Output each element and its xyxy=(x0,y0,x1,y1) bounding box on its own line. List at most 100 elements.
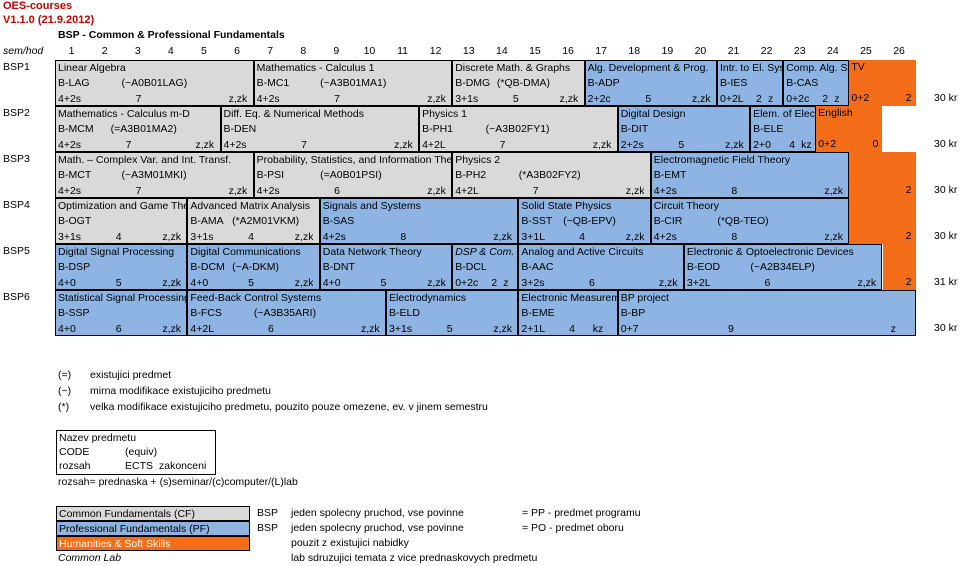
course-cell: Probability, Statistics, and Information… xyxy=(253,152,453,198)
semester-credits: 30 kr xyxy=(934,137,958,150)
legend-swatch: Humanities & Soft Skills xyxy=(56,536,250,551)
course-code: B-DCL xyxy=(455,261,487,274)
course-hours: 4+0 xyxy=(58,322,76,335)
course-equiv: (~A3B35ARI) xyxy=(253,307,317,320)
course-hours: 4+2s xyxy=(322,230,346,243)
column-header: 10 xyxy=(363,45,376,57)
course-code: B-ELD xyxy=(389,307,420,320)
semester-credits: 30 kr xyxy=(934,183,958,196)
legend-tag: BSP xyxy=(257,522,279,534)
course-ects: 4 xyxy=(115,230,122,243)
course-finish: z,zk xyxy=(493,322,513,335)
course-name: Elem. of Electronics xyxy=(753,108,817,120)
course-code: B-PH2 xyxy=(455,169,487,182)
course-name: Intr. to El. Systems xyxy=(720,62,784,74)
course-hours: 4+2s xyxy=(58,184,82,197)
course-cell: English 0+2 0 xyxy=(816,106,883,152)
course-name: Linear Algebra xyxy=(58,62,126,74)
legend-note: = PO - predmet oboru xyxy=(522,522,624,534)
course-equiv: (~A2B34ELP) xyxy=(750,261,815,274)
course-finish: z,zk xyxy=(857,276,877,289)
course-ects: 8 xyxy=(731,184,738,197)
course-name: Statistical Signal Processing xyxy=(58,292,188,304)
course-code: B-ADP xyxy=(587,77,620,90)
semester-credits: 30 kr xyxy=(934,91,958,104)
course-hours: 0+2L xyxy=(720,92,744,105)
course-name: Circuit Theory xyxy=(653,200,719,212)
course-code: B-EME xyxy=(521,307,555,320)
legend-swatch: Common Fundamentals (CF) xyxy=(56,506,250,521)
course-finish: z,zk xyxy=(427,276,446,289)
course-cell: Alg. Development & Prog. B-ADP 2+2c 5 z,zk xyxy=(584,60,717,106)
legend-label: Professional Fundamentals (PF) xyxy=(59,523,210,535)
course-finish: z,zk xyxy=(162,322,182,335)
column-header: 26 xyxy=(893,45,905,57)
legend-desc: jeden spolecny pruchod, vse povinne xyxy=(291,522,464,534)
course-finish: z,zk xyxy=(824,230,844,243)
course-ects: 7 xyxy=(532,184,539,197)
course-ects: 6 xyxy=(267,322,274,335)
course-code: B-AMA xyxy=(190,215,224,228)
course-cell: 2 xyxy=(849,198,916,244)
course-name: Math. – Complex Var. and Int. Transf. xyxy=(58,154,232,166)
course-ects: 5 xyxy=(380,276,387,289)
column-header: 5 xyxy=(201,45,207,57)
course-code: B-AAC xyxy=(521,261,554,274)
course-cell: Physics 1 B-PH1 (~A3B02FY1) 4+2L 7 z,zk xyxy=(419,106,618,152)
course-name: Solid State Physics xyxy=(521,200,612,212)
course-finish: z,zk xyxy=(294,230,314,243)
course-cell: Elem. of Electronics B-ELE 2+0 4 kz xyxy=(750,106,817,152)
course-ects: 8 xyxy=(400,230,407,243)
course-hours: 2+1L xyxy=(521,322,546,335)
course-cell: Diff. Eq. & Numerical Methods B-DEN 4+2s 7 z… xyxy=(220,106,420,152)
course-hours: 4+2s xyxy=(256,92,280,105)
course-hours: 4+2s xyxy=(256,184,280,197)
key-line-ects: ECTS xyxy=(125,460,154,472)
course-code: B-BP xyxy=(620,307,646,320)
semester-label: BSP4 xyxy=(3,199,30,211)
symbol-key: (=) xyxy=(58,369,72,381)
course-cell: Linear Algebra B-LAG (~A0B01LAG) 4+2s 7 z,zk xyxy=(55,60,254,106)
legend-label: Humanities & Soft Skills xyxy=(59,538,171,550)
column-header: 9 xyxy=(333,45,340,57)
course-code: B-CIR xyxy=(653,215,683,228)
column-header: 6 xyxy=(234,45,240,57)
course-hours: 4+2L xyxy=(455,184,479,197)
course-cell: Comp. Alg. Systems B-CAS 0+2c 2z xyxy=(783,60,850,106)
course-ects: 2 xyxy=(905,229,912,242)
course-ects: 5 xyxy=(678,138,685,151)
column-header: 21 xyxy=(727,45,740,57)
semester-credits: 30 kr xyxy=(934,321,958,334)
course-code: B-EMT xyxy=(653,169,687,182)
course-name: Mathematics - Calculus m-D xyxy=(58,108,190,120)
course-ects: 0 xyxy=(872,137,879,150)
legend-swatch: Professional Fundamentals (PF) xyxy=(56,521,250,536)
course-hours: 0+7 xyxy=(620,322,639,335)
course-hours: 4+2L xyxy=(422,138,446,151)
column-header: 17 xyxy=(595,45,607,57)
key-line-name: Nazev predmetu xyxy=(59,432,137,444)
course-cell: DSP & Com. Lab B-DCL 0+2c 2z xyxy=(452,244,519,290)
course-hours: 2+2c xyxy=(587,92,611,105)
course-code: B-ELE xyxy=(753,123,784,136)
course-name: Electromagnetic Field Theory xyxy=(653,154,791,166)
course-hours: 3+2L xyxy=(686,276,711,289)
course-ects: 2 xyxy=(756,92,762,105)
course-ects: 2 xyxy=(905,183,912,196)
course-cell: Digital Signal Processing B-DSP 4+0 5 z,zk xyxy=(55,244,188,290)
course-code: B-PSI xyxy=(256,169,285,182)
course-code: B-PH1 xyxy=(422,123,454,136)
column-header: 4 xyxy=(167,45,174,57)
course-code: B-SAS xyxy=(322,215,355,228)
course-ects: 9 xyxy=(728,322,734,335)
doc-version: V1.1.0 (21.9.2012) xyxy=(3,14,95,26)
legend-desc: pouzit z existujici nabidky xyxy=(291,537,409,549)
course-hours: 4+0 xyxy=(190,276,209,289)
course-code: B-MCT xyxy=(58,169,92,182)
program-title: BSP - Common & Professional Fundamentals xyxy=(58,29,285,41)
course-finish: z,zk xyxy=(394,138,413,151)
course-ects: 6 xyxy=(115,322,122,335)
course-ects: 8 xyxy=(731,230,738,243)
course-ects: 2 xyxy=(491,276,498,289)
course-equiv: (*QB-DMA) xyxy=(496,77,550,90)
